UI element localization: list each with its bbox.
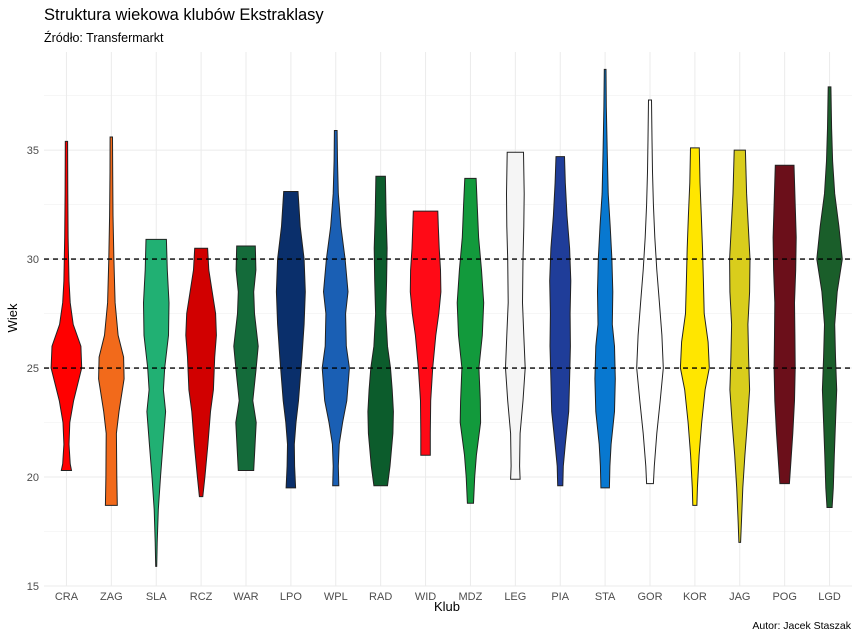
violin-sla <box>142 238 170 567</box>
violin-rcz <box>185 247 217 498</box>
x-tick-label: LGD <box>818 591 841 603</box>
x-tick-label: KOR <box>683 591 707 603</box>
y-tick-label: 20 <box>27 472 39 484</box>
x-tick-label: MDZ <box>459 591 483 603</box>
x-tick-label: LEG <box>504 591 526 603</box>
x-tick-label: RAD <box>369 591 392 603</box>
violin-lgd <box>816 86 843 508</box>
violin-gor <box>636 99 664 485</box>
violin-rad <box>367 175 394 487</box>
violin-kor <box>679 147 710 506</box>
x-tick-label: LPO <box>280 591 302 603</box>
violin-war <box>233 245 259 471</box>
x-tick-label: RCZ <box>190 591 213 603</box>
x-tick-label: CRA <box>55 591 79 603</box>
violin-wpl <box>321 130 350 487</box>
x-tick-label: SLA <box>146 591 167 603</box>
x-tick-label: WPL <box>324 591 348 603</box>
violin-sta <box>594 68 616 489</box>
violin-wid <box>409 210 442 456</box>
x-tick-label: WID <box>415 591 436 603</box>
plot-area: 15 20 25 30 35 CRA ZAG SLA RCZ WAR LPO WPL RAD WID MDZ… <box>27 52 852 603</box>
chart-subtitle: Źródło: Transfermarkt <box>44 30 164 45</box>
x-tick-label: JAG <box>729 591 750 603</box>
violin-jag <box>729 149 751 543</box>
x-tick-label: POG <box>772 591 796 603</box>
chart-title: Struktura wiekowa klubów Ekstraklasy <box>44 6 324 24</box>
x-axis-label: Klub <box>434 599 460 614</box>
violin-leg <box>504 151 526 480</box>
x-tick-label: PIA <box>551 591 569 603</box>
x-tick-label: WAR <box>233 591 258 603</box>
y-tick-label: 35 <box>27 145 39 157</box>
x-tick-label: ZAG <box>100 591 123 603</box>
violin-mdz <box>456 177 485 504</box>
violin-cra <box>50 140 83 471</box>
chart-caption: Autor: Jacek Staszak <box>752 620 851 632</box>
violin-pia <box>549 156 572 487</box>
y-tick-label: 30 <box>27 254 39 266</box>
y-tick-label: 25 <box>27 363 39 375</box>
violin-zag <box>98 136 125 506</box>
violin-pog <box>772 164 797 485</box>
y-tick-label: 15 <box>27 581 39 593</box>
violin-lpo <box>275 191 306 489</box>
x-tick-label: STA <box>595 591 616 603</box>
x-tick-label: GOR <box>637 591 662 603</box>
y-axis-label: Wiek <box>5 303 20 332</box>
